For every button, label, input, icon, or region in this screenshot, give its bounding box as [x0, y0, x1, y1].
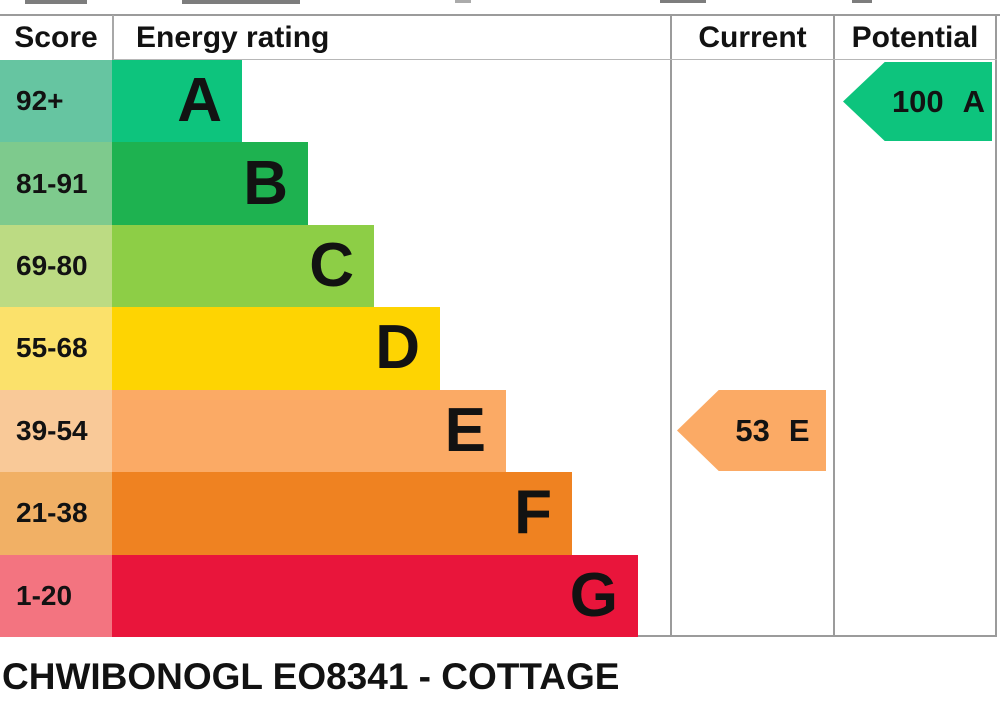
rating-bar-c: C — [112, 224, 374, 308]
potential-rating-letter: A — [962, 83, 986, 119]
header-energy-rating-label: Energy rating — [136, 20, 330, 54]
rating-bar-d: D — [112, 307, 440, 390]
header-current-label: Current — [698, 20, 807, 54]
current-score-value: 53 — [735, 412, 770, 448]
potential-score-value: 100 — [891, 83, 944, 119]
rating-bar-g: G — [112, 554, 638, 637]
score-range-label: 81-91 — [0, 142, 112, 225]
score-range-label: 69-80 — [0, 224, 112, 308]
score-column-divider — [112, 15, 114, 60]
potential-column-divider — [833, 15, 835, 637]
rating-row-f: 21-38 F — [0, 472, 670, 555]
current-rating-arrow: 53 E — [677, 390, 826, 471]
rating-row-b: 81-91 B — [0, 142, 670, 225]
rating-row-a: 92+ A — [0, 60, 670, 143]
score-range-label: 39-54 — [0, 389, 112, 473]
rating-letter: G — [569, 560, 618, 630]
current-rating-arrow-body: 53 E — [719, 413, 826, 449]
rating-letter: B — [243, 148, 288, 218]
table-top-border — [0, 14, 1000, 16]
rating-rows: 92+ A 81-91 B 69-80 C 55-68 D 39-54 — [0, 60, 670, 637]
potential-rating-arrow-body: 100 A — [885, 84, 992, 120]
rating-bar-a: A — [112, 60, 242, 143]
header-potential-label: Potential — [851, 20, 979, 54]
rating-bar-e: E — [112, 389, 506, 473]
rating-row-e: 39-54 E — [0, 389, 670, 473]
potential-rating-arrow: 100 A — [843, 62, 992, 141]
header-underline — [113, 59, 997, 60]
score-range-label: 55-68 — [0, 307, 112, 390]
current-rating-letter: E — [788, 412, 810, 448]
header-score-label: Score — [14, 20, 98, 54]
score-range-label: 21-38 — [0, 472, 112, 555]
cropped-text-artifact — [182, 0, 300, 4]
rating-letter: D — [375, 313, 420, 383]
current-column-divider — [670, 15, 672, 637]
score-range-label: 1-20 — [0, 554, 112, 637]
rating-row-c: 69-80 C — [0, 224, 670, 308]
rating-letter: A — [177, 66, 222, 136]
score-range-label: 92+ — [0, 60, 112, 143]
rating-letter: F — [514, 478, 552, 548]
rating-row-d: 55-68 D — [0, 307, 670, 390]
table-bottom-border — [638, 635, 997, 637]
rating-letter: C — [309, 231, 354, 301]
rating-bar-b: B — [112, 142, 308, 225]
rating-letter: E — [444, 395, 486, 465]
cropped-text-artifact — [25, 0, 87, 4]
property-title: CHWIBONOGL EO8341 - COTTAGE — [2, 656, 620, 697]
rating-bar-f: F — [112, 472, 572, 555]
cropped-text-artifact — [660, 0, 706, 3]
cropped-text-artifact — [455, 0, 471, 3]
rating-row-g: 1-20 G — [0, 554, 670, 637]
table-right-border — [995, 15, 997, 637]
cropped-text-artifact — [852, 0, 872, 3]
